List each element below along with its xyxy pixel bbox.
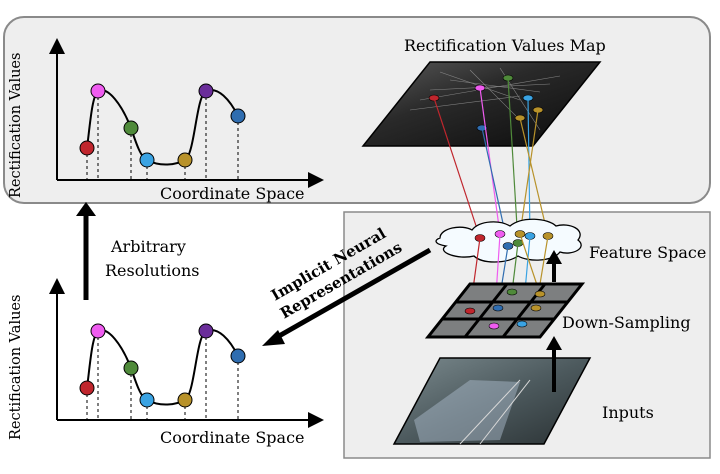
bottom-chart: Coordinate Space Rectification Values (8, 278, 324, 447)
grid-point-4 (530, 304, 542, 312)
grid-point-1 (488, 322, 500, 330)
bottom-sample-point-0 (79, 380, 95, 396)
top-y-label: Rectification Values (8, 53, 24, 198)
bottom-y-label: Rectification Values (8, 295, 24, 440)
top-sample-point-0 (79, 140, 95, 156)
inr-arrow-head (262, 330, 285, 346)
map-link-2 (507, 77, 519, 244)
up-arrow-head (76, 202, 96, 216)
map-link-3 (527, 97, 531, 237)
map-link-4 (519, 117, 549, 237)
bottom-curve (86, 328, 239, 406)
map-link-6 (519, 109, 539, 235)
map-link-1 (479, 87, 501, 235)
inputs: Inputs (392, 357, 654, 445)
top-chart: Coordinate Space Rectification Values (8, 38, 324, 203)
top-sample-point-3 (139, 152, 155, 168)
rectification-map: Rectification Values Map (361, 36, 606, 147)
bottom-sample-point-2 (123, 360, 139, 376)
grid-point-5 (492, 304, 504, 312)
grid-point-3 (516, 320, 528, 328)
down-sampling-grid: Down-Sampling (424, 282, 691, 339)
arbitrary-line1: Arbitrary (110, 237, 186, 256)
inputs-label: Inputs (602, 403, 654, 422)
bottom-sample-point-1 (90, 323, 106, 339)
top-sample-point-2 (123, 120, 139, 136)
inr-arrow (270, 247, 432, 343)
grid-point-2 (506, 288, 518, 296)
bottom-sample-point-4 (177, 392, 193, 408)
top-x-label: Coordinate Space (160, 184, 305, 203)
down-sampling-label: Down-Sampling (562, 313, 691, 332)
bottom-sample-point-3 (139, 392, 155, 408)
top-sample-point-1 (90, 83, 106, 99)
top-sample-point-6 (230, 108, 246, 124)
stage-arrows (546, 250, 562, 392)
arbitrary-line2: Resolutions (105, 261, 199, 280)
grid-point-6 (534, 290, 546, 298)
bottom-sample-point-5 (198, 323, 214, 339)
grid-point-0 (464, 307, 476, 315)
top-sample-point-4 (177, 152, 193, 168)
map-title: Rectification Values Map (404, 36, 606, 55)
arbitrary-resolutions: Arbitrary Resolutions (76, 202, 199, 300)
top-sample-point-5 (198, 83, 214, 99)
bottom-x-label: Coordinate Space (160, 428, 305, 447)
map-link-0 (433, 97, 481, 239)
feature-space-label: Feature Space (589, 243, 706, 262)
bottom-sample-point-6 (230, 348, 246, 364)
